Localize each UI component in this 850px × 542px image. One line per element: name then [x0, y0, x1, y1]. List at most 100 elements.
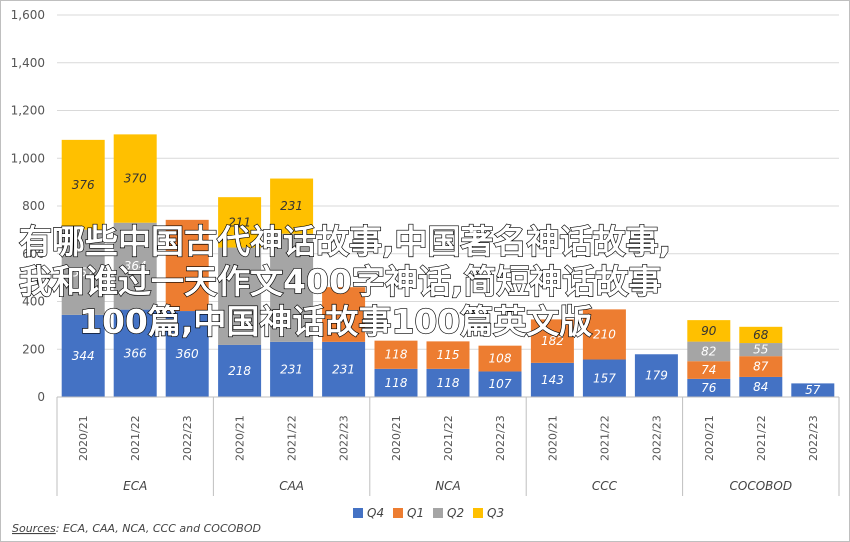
- data-label: 344: [72, 349, 95, 363]
- data-label: 84: [753, 380, 768, 394]
- bar-segment-q4: [113, 309, 157, 397]
- bar-segment-q4: [634, 354, 678, 397]
- group-label: NCA: [435, 479, 461, 493]
- data-label: 231: [332, 362, 355, 376]
- legend-swatch-q2: [433, 508, 443, 518]
- data-label: 182: [541, 334, 564, 348]
- bar-segment-q4: [582, 359, 626, 397]
- data-label: 357: [72, 265, 95, 279]
- bar-segment-q1: [426, 341, 470, 369]
- data-label: 68: [753, 328, 769, 342]
- data-label: 118: [437, 376, 460, 390]
- bar-segment-q4: [374, 368, 418, 397]
- x-tick-label: 2020/21: [234, 415, 247, 461]
- legend-label-q3: Q3: [487, 506, 504, 520]
- y-tick-label: 200: [22, 342, 45, 356]
- overlay-caption: 有哪些中国古代神话故事,中国著名神话故事, 我和谁过一天作文400字神话,简短神…: [18, 221, 671, 341]
- bar-segment-q3: [687, 320, 731, 342]
- source-prefix: Sources: [12, 522, 56, 535]
- x-tick-label: 2020/21: [703, 415, 716, 461]
- overlay-line-3: 100篇,中国神话故事100篇英文版: [79, 302, 592, 341]
- x-tick-label: 2022/23: [494, 415, 507, 461]
- source-text: : ECA, CAA, NCA, CCC and COCOBOD: [56, 522, 261, 535]
- legend-swatch-q3: [473, 508, 483, 518]
- bar-segment-q3: [218, 197, 262, 248]
- data-label: 118: [385, 376, 408, 390]
- bar-segment-q4: [61, 314, 105, 397]
- data-label: 366: [124, 346, 147, 360]
- y-tick-label: 0: [37, 390, 45, 404]
- x-tick-label: 2022/23: [338, 415, 351, 461]
- x-tick-label: 2022/23: [807, 415, 820, 461]
- bar-segment-q1: [374, 340, 418, 369]
- legend-label-q1: Q1: [407, 506, 424, 520]
- data-label: 231: [280, 362, 303, 376]
- bar-segment-q1: [687, 361, 731, 379]
- bar-segment-q2: [113, 222, 157, 310]
- x-tick-label: 2021/22: [129, 415, 142, 461]
- legend: Q4 Q1 Q2 Q3: [353, 506, 504, 520]
- bar-segment-q4: [218, 344, 262, 397]
- bar-segment-q4: [478, 371, 522, 397]
- data-label: 118: [385, 348, 408, 362]
- bar-segment-q3: [61, 139, 105, 230]
- data-label: 115: [437, 348, 460, 362]
- bar-segment-q4: [530, 362, 574, 397]
- bar-segment-q4: [791, 383, 835, 397]
- bar-segment-q2: [61, 229, 105, 315]
- data-label: 370: [124, 172, 147, 186]
- legend-label-q4: Q4: [367, 506, 384, 520]
- bar-segment-q2: [687, 341, 731, 362]
- data-label: 143: [541, 373, 564, 387]
- data-label: 90: [701, 324, 717, 338]
- data-label: 87: [753, 360, 769, 374]
- group-label: ECA: [123, 479, 147, 493]
- data-label: 218: [228, 364, 251, 378]
- bar-segment-q4: [322, 341, 366, 397]
- y-tick-label: 1,200: [11, 104, 45, 118]
- bar-segment-q1: [322, 287, 366, 342]
- data-label: 231: [280, 199, 303, 213]
- y-tick-label: 600: [22, 247, 45, 261]
- bar-segment-q1: [582, 309, 626, 360]
- data-label: 74: [701, 363, 716, 377]
- data-label: 179: [645, 369, 668, 383]
- group-label: COCOBOD: [730, 479, 793, 493]
- y-tick-label: 1,400: [11, 56, 45, 70]
- bar-segment-q4: [270, 341, 314, 397]
- bar-segment-q4: [426, 368, 470, 397]
- bar-segment-q3: [739, 326, 783, 344]
- axes: 0 200 400 600 800 1,000 1,200 1,400 1,600 2020/21…: [11, 8, 840, 496]
- bar-segment-q4: [687, 378, 731, 397]
- source-note: Sources: ECA, CAA, NCA, CCC and COCOBOD: [12, 522, 261, 535]
- bar-segment-q1: [530, 319, 574, 363]
- bar-segment-q4: [165, 311, 209, 397]
- x-tick-label: 2021/22: [598, 415, 611, 461]
- data-label: 376: [72, 178, 95, 192]
- bar-segment-q3: [113, 134, 157, 223]
- x-tick-label: 2021/22: [286, 415, 299, 461]
- x-tick-label: 2022/23: [650, 415, 663, 461]
- bar-segment-q3: [270, 178, 314, 234]
- data-label: 82: [701, 344, 716, 358]
- legend-swatch-q1: [393, 508, 403, 518]
- data-label: 57: [805, 383, 821, 397]
- data-label: 157: [593, 371, 616, 385]
- data-label: 360: [176, 347, 199, 361]
- overlay-line-2: 我和谁过一天作文400字神话,简短神话故事: [19, 262, 661, 301]
- bars: 344 357 376 366 364 370 360 218 211 231 231 231 118 1…: [61, 134, 835, 397]
- bar-segment-q1: [739, 356, 783, 377]
- x-tick-label: 2021/22: [755, 415, 768, 461]
- data-label: 108: [489, 352, 512, 366]
- bar-segment-q2: [270, 233, 314, 342]
- data-label: 211: [228, 215, 251, 229]
- x-tick-label: 2020/21: [77, 415, 90, 461]
- legend-swatch-q4: [353, 508, 363, 518]
- bar-segment-q1: [165, 219, 209, 312]
- overlay-line-1: 有哪些中国古代神话故事,中国著名神话故事,: [19, 222, 671, 261]
- bar-segment-q4: [739, 376, 783, 397]
- bar-segment-q2: [218, 247, 262, 345]
- y-tick-label: 400: [22, 295, 45, 309]
